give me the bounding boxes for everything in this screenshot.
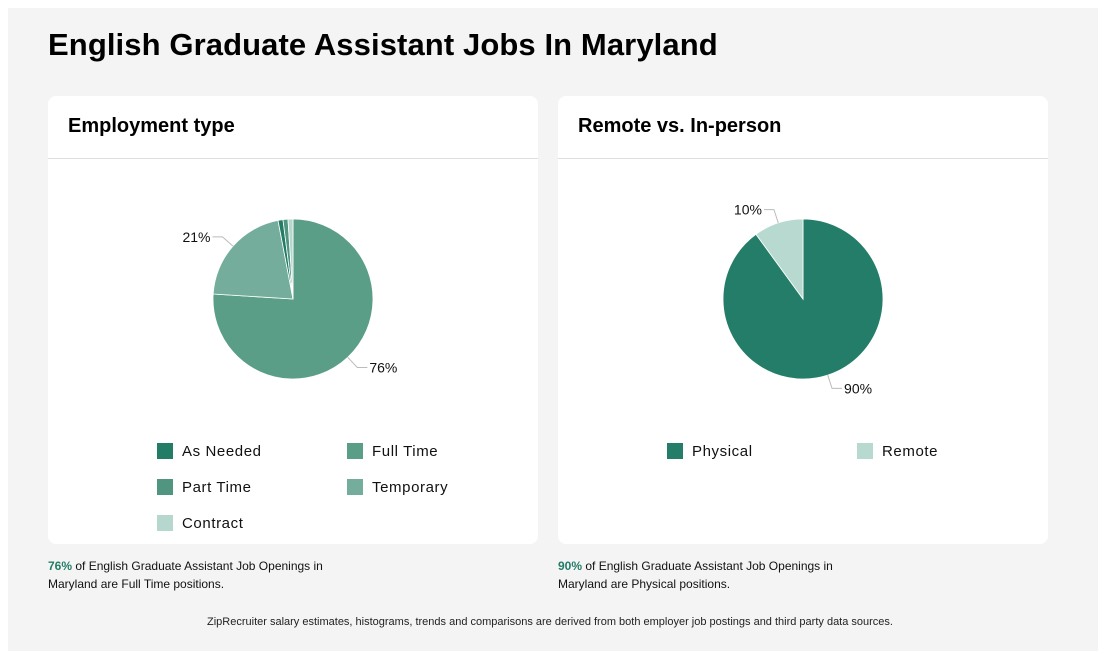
legend-swatch-as-needed — [157, 443, 173, 459]
leader-line-full-time — [347, 356, 368, 369]
legend-swatch-contract — [157, 515, 173, 531]
legend-item-temporary: Temporary — [347, 478, 448, 496]
leader-line-physical — [827, 374, 843, 389]
leader-line-remote — [763, 209, 779, 224]
legend-item-part-time: Part Time — [157, 478, 252, 496]
remote-vs-in-person-pie-chart: 90% 10% — [722, 202, 884, 396]
remote-vs-in-person-card: Remote vs. In-person 90% 10% Physical Rem… — [558, 96, 1048, 544]
card-divider — [48, 158, 538, 159]
remote-summary: 90% of English Graduate Assistant Job Op… — [558, 557, 858, 593]
leader-line-temporary — [212, 236, 234, 247]
legend-swatch-physical — [667, 443, 683, 459]
legend-label-temporary: Temporary — [372, 478, 449, 496]
legend-swatch-part-time — [157, 479, 173, 495]
data-label-temporary: 21% — [182, 229, 210, 245]
legend-swatch-temporary — [347, 479, 363, 495]
employment-type-pie-chart: 76% 21% — [182, 218, 397, 380]
legend-item-full-time: Full Time — [347, 442, 438, 460]
legend-item-as-needed: As Needed — [157, 442, 262, 460]
legend-label-remote: Remote — [882, 442, 939, 460]
legend-item-contract: Contract — [157, 514, 244, 532]
card-divider — [558, 158, 1048, 159]
remote-summary-pct: 90% — [558, 559, 583, 573]
legend-label-as-needed: As Needed — [182, 442, 262, 460]
pie-slice-temporary — [212, 219, 294, 300]
legend-swatch-full-time — [347, 443, 363, 459]
legend-label-contract: Contract — [182, 514, 244, 532]
legend-label-full-time: Full Time — [372, 442, 439, 460]
remote-summary-text: of English Graduate Assistant Job Openin… — [558, 559, 833, 591]
legend-label-part-time: Part Time — [182, 478, 252, 496]
remote-vs-in-person-title: Remote vs. In-person — [578, 115, 782, 137]
page-title: English Graduate Assistant Jobs In Maryl… — [48, 27, 718, 62]
pie-slice-contract — [287, 218, 294, 300]
legend-item-remote: Remote — [857, 442, 938, 460]
employment-summary-pct: 76% — [48, 559, 73, 573]
legend-label-physical: Physical — [692, 442, 753, 460]
employment-type-card: Employment type 76% 21% As Needed Full Ti… — [48, 96, 538, 544]
footer-disclaimer: ZipRecruiter salary estimates, histogram… — [207, 616, 893, 628]
data-label-full-time: 76% — [369, 360, 397, 376]
legend-item-physical: Physical — [667, 442, 753, 460]
data-label-remote: 10% — [734, 202, 762, 218]
pie-slice-remote — [755, 218, 804, 301]
employment-summary: 76% of English Graduate Assistant Job Op… — [48, 557, 348, 593]
legend-swatch-remote — [857, 443, 873, 459]
employment-type-title: Employment type — [68, 115, 235, 137]
employment-summary-text: of English Graduate Assistant Job Openin… — [48, 559, 323, 591]
data-label-physical: 90% — [844, 380, 872, 396]
